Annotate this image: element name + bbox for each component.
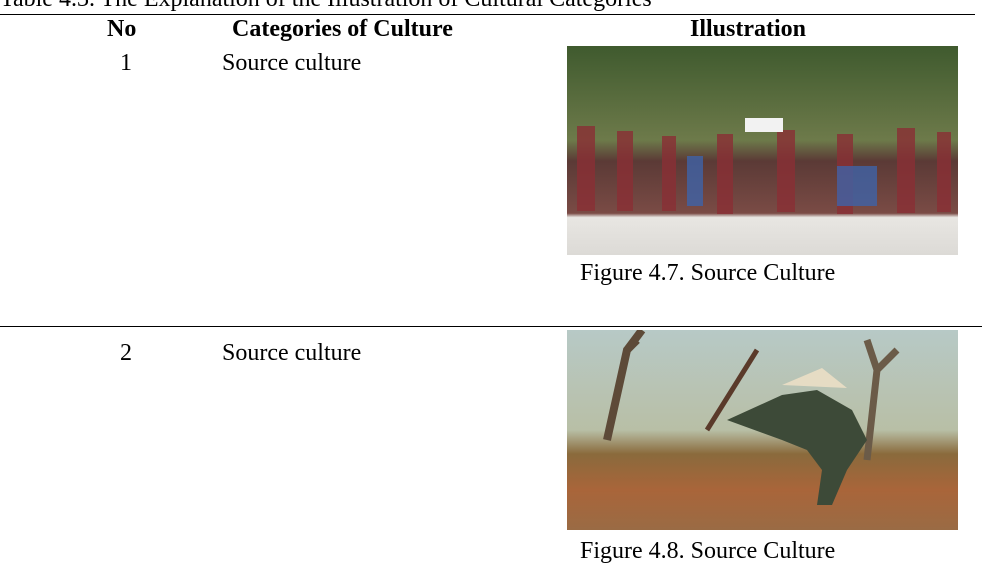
figure-image <box>567 46 958 255</box>
figure-caption: Figure 4.8. Source Culture <box>580 538 836 564</box>
row-category: Source culture <box>222 340 362 366</box>
row-category: Source culture <box>222 50 362 76</box>
row-number: 2 <box>120 340 132 366</box>
figure-image <box>567 330 958 530</box>
figure-caption: Figure 4.7. Source Culture <box>580 260 836 286</box>
table-caption: Table 4.3. The Explanation of the Illust… <box>0 0 652 13</box>
table-top-rule <box>0 14 975 15</box>
column-header: Illustration <box>690 16 807 42</box>
column-header: Categories of Culture <box>232 16 453 42</box>
column-header: No <box>107 16 137 42</box>
row-rule <box>0 326 982 327</box>
row-number: 1 <box>120 50 132 76</box>
